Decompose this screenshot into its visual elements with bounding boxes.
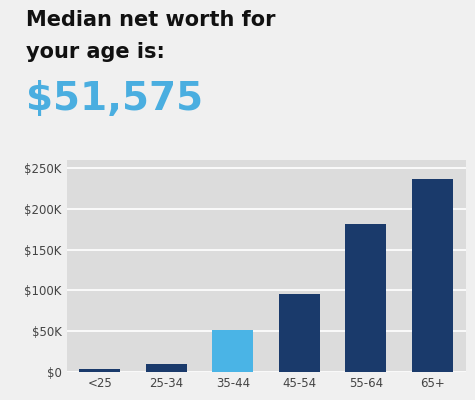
Text: Median net worth for: Median net worth for (26, 10, 276, 30)
Bar (146, 364, 187, 372)
Text: your age is:: your age is: (26, 42, 165, 62)
Bar (79, 369, 120, 372)
Bar (279, 294, 320, 372)
Bar (345, 224, 386, 372)
Bar (412, 179, 453, 372)
Bar (212, 330, 253, 372)
Text: $51,575: $51,575 (26, 80, 203, 118)
